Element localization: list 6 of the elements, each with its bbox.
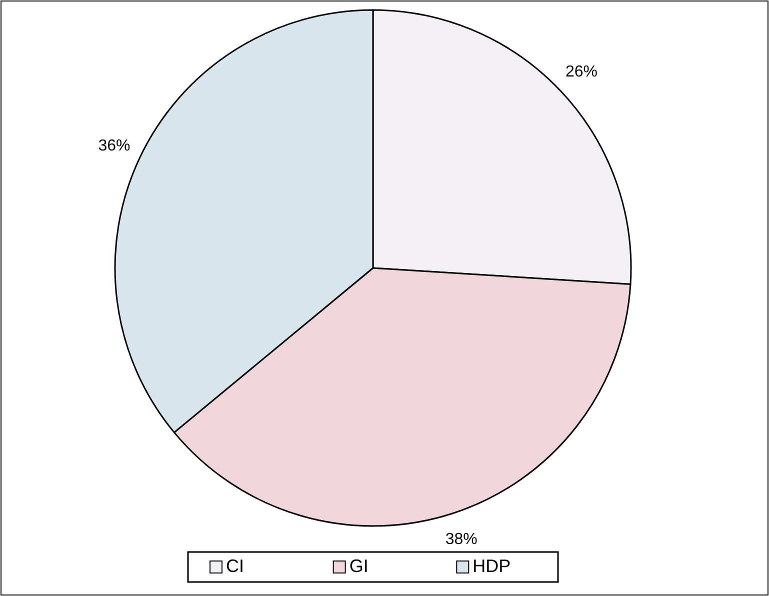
data-label: 36%: [98, 137, 130, 154]
legend-label: GI: [349, 556, 368, 576]
data-label: 38%: [445, 531, 478, 548]
legend-label: HDP: [472, 556, 511, 576]
legend-label: CI: [226, 556, 244, 576]
data-label: 26%: [565, 63, 598, 80]
